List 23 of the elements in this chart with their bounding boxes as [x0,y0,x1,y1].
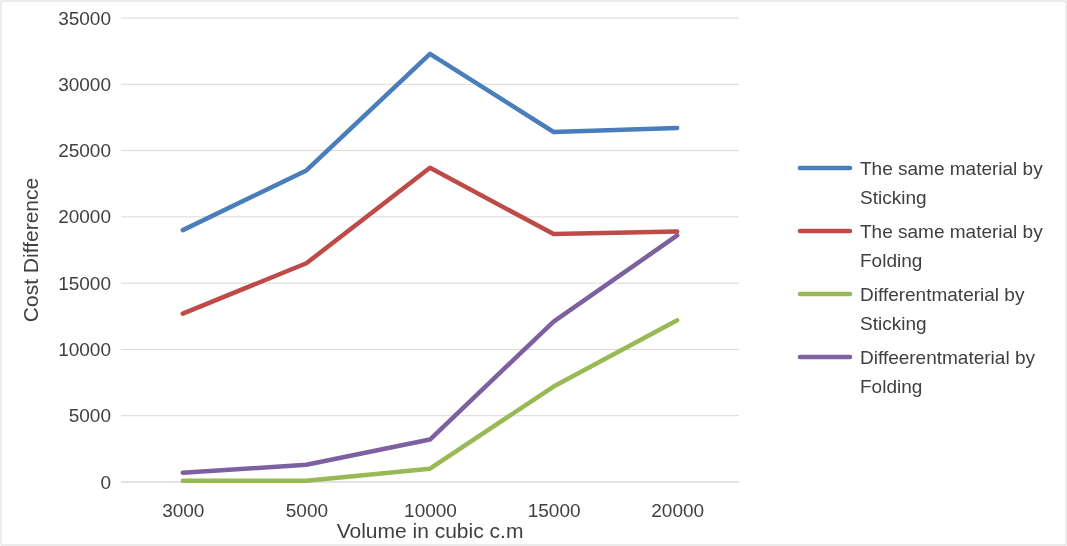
legend-label: The same material by Folding [860,221,1044,271]
x-tick-label: 20000 [651,500,705,522]
legend-label: The same material by Sticking [860,158,1044,208]
x-tick-label: 5000 [285,500,329,522]
line-series [180,318,680,483]
y-tick-label: 25000 [58,140,111,162]
line-series [180,165,680,316]
line-series [180,51,680,233]
y-axis-title: Cost Difference [19,177,42,323]
x-tick-label: 10000 [404,500,457,522]
line-series [180,233,680,475]
y-tick-label: 20000 [58,206,111,228]
legend-label: Differentmaterial by Sticking [860,284,1025,334]
y-tick-label: 10000 [58,339,111,361]
x-tick-label: 15000 [527,500,581,522]
y-tick-label: 30000 [58,73,111,95]
legend-label: Diffeerentmaterial by Folding [860,347,1036,397]
y-tick-label: 15000 [58,272,111,294]
y-tick-label: 35000 [58,7,111,29]
x-axis-title: Volume in cubic c.m [336,519,524,542]
x-tick-label: 3000 [162,500,205,522]
y-tick-label: 0 [100,471,111,493]
y-tick-label: 5000 [68,405,111,427]
